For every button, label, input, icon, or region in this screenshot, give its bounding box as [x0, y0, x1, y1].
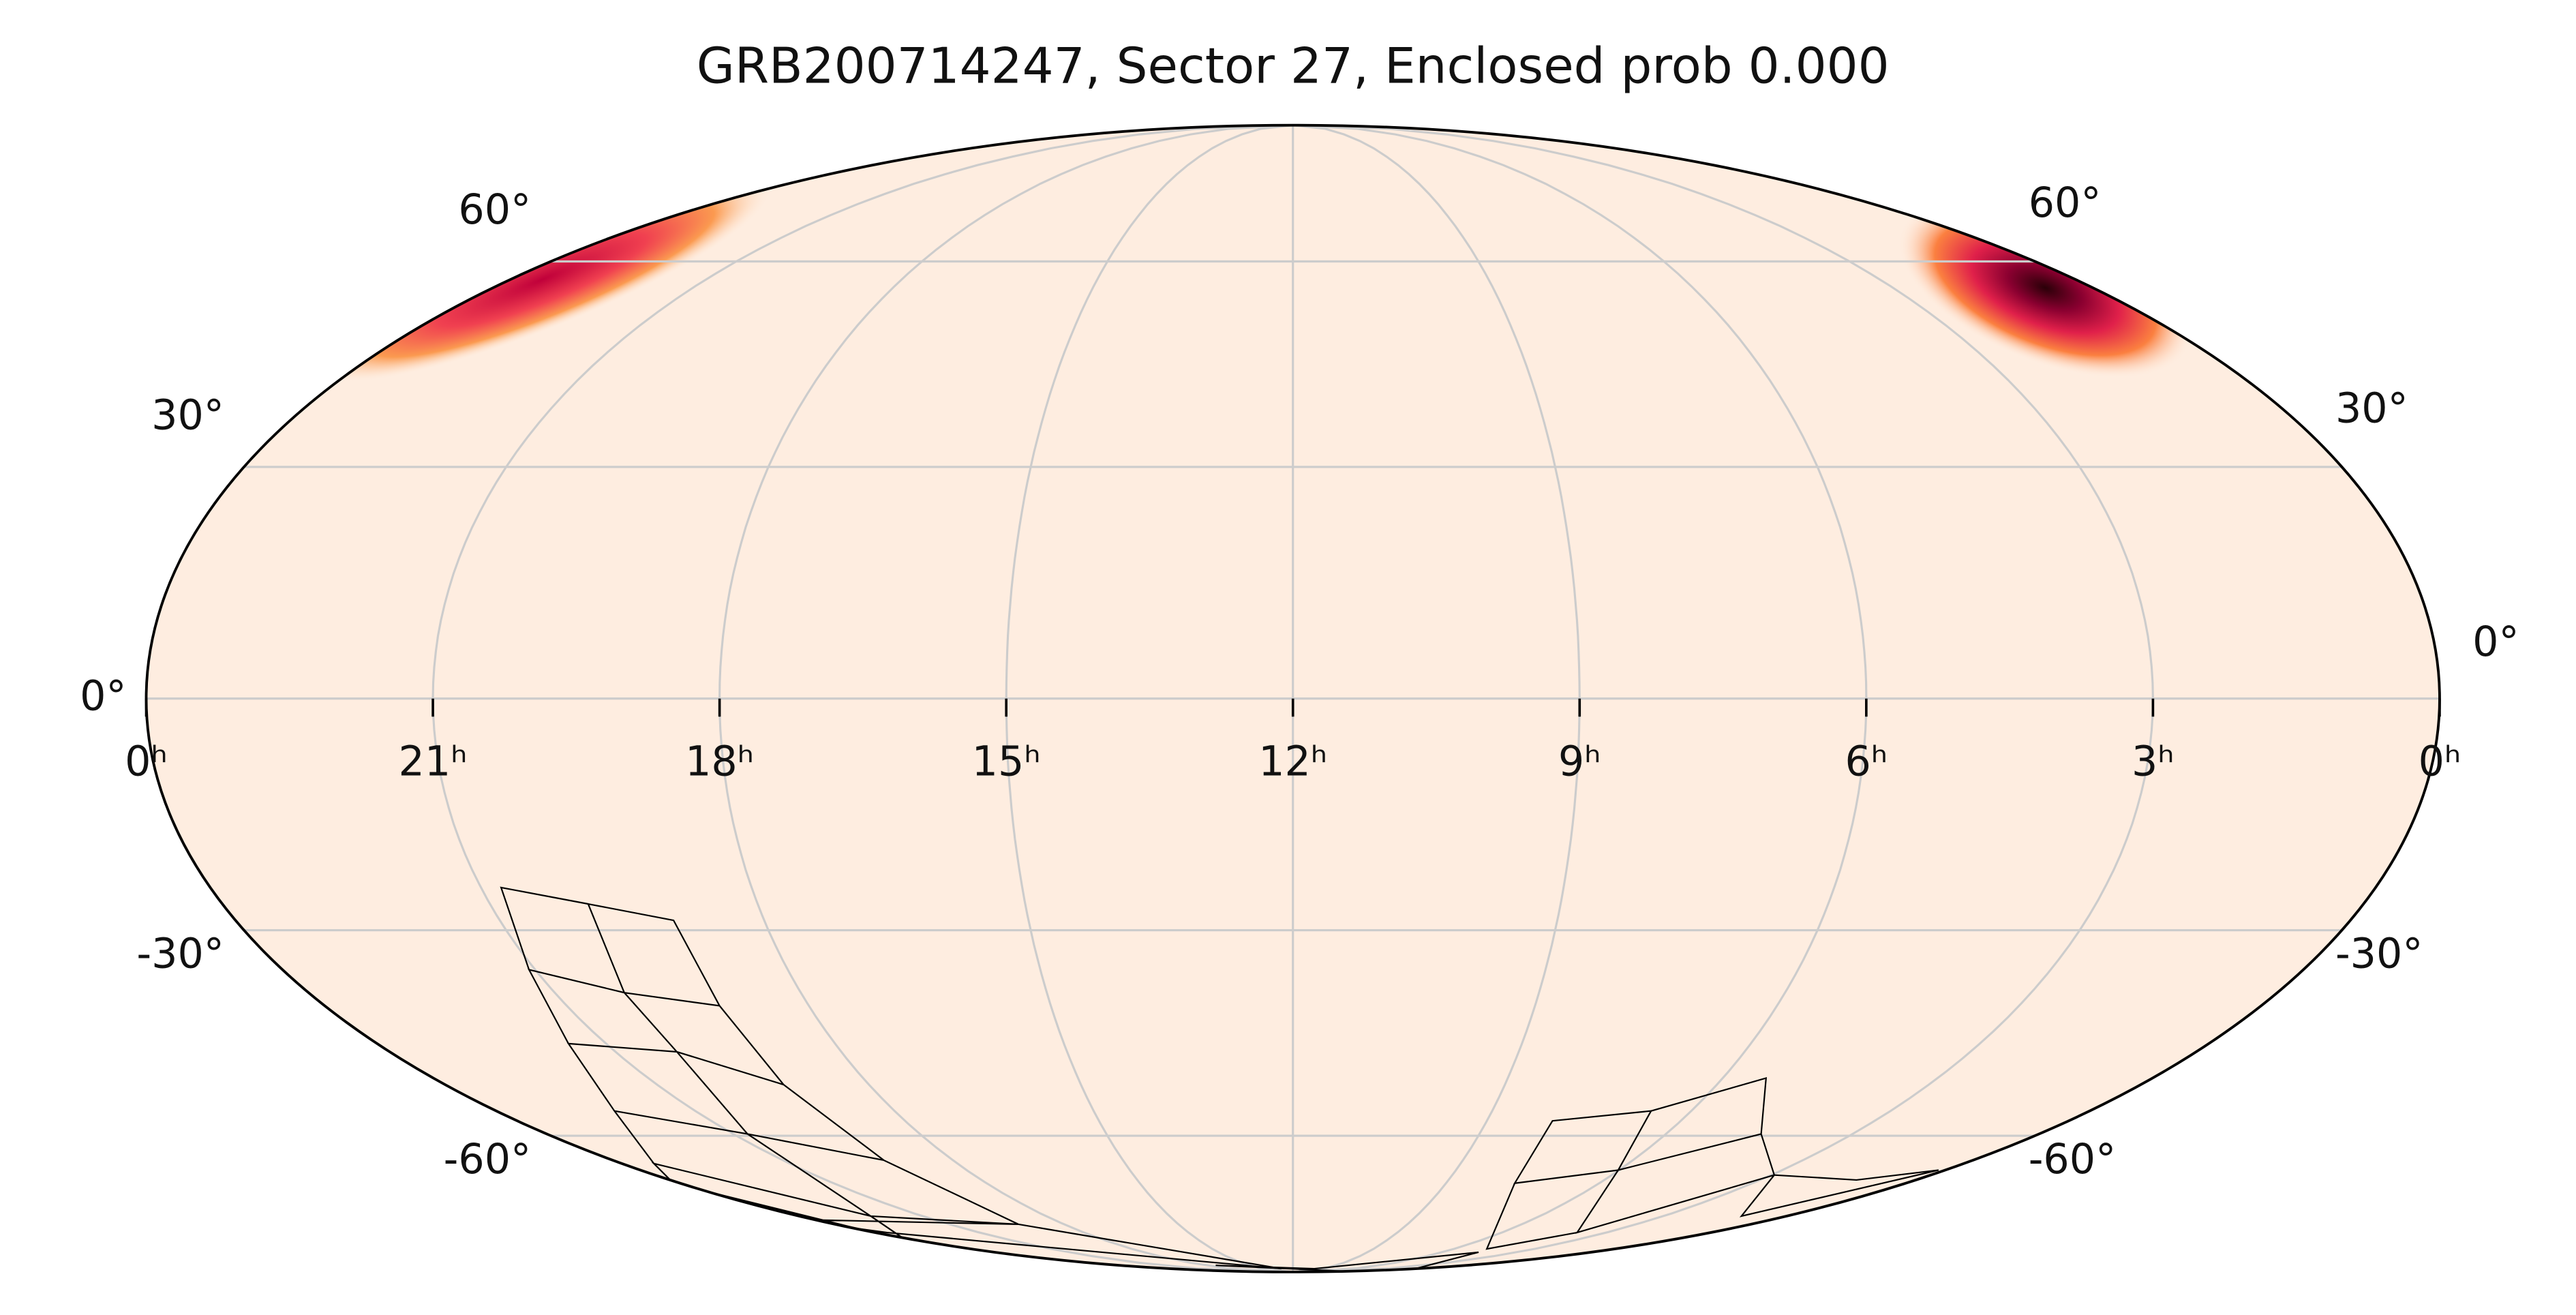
x-tick-label: 18ʰ	[685, 738, 754, 786]
chart-title: GRB200714247, Sector 27, Enclosed prob 0…	[697, 38, 1890, 95]
y-tick-label: 0°	[2472, 618, 2519, 666]
y-tick-label: -60°	[2029, 1136, 2117, 1183]
x-tick-label: 15ʰ	[972, 738, 1041, 786]
x-tick-label: 12ʰ	[1258, 738, 1327, 786]
x-tick-label: 0ʰ	[2419, 738, 2461, 786]
x-tick-label: 0ʰ	[125, 738, 168, 786]
y-tick-label: 60°	[458, 186, 531, 234]
hotspot	[313, 177, 772, 383]
y-tick-label: 30°	[2335, 385, 2408, 433]
x-tick-label: 21ʰ	[399, 738, 468, 786]
y-tick-label: -60°	[444, 1136, 532, 1183]
y-tick-label: 60°	[2029, 179, 2102, 227]
y-tick-label: 30°	[151, 391, 224, 439]
x-tick-label: 6ʰ	[1845, 738, 1888, 786]
y-tick-label: 0°	[80, 672, 126, 720]
y-tick-label: -30°	[2335, 931, 2423, 978]
y-tick-label: -30°	[136, 931, 224, 978]
x-tick-label: 3ʰ	[2132, 738, 2175, 786]
x-tick-label: 9ʰ	[1558, 738, 1601, 786]
